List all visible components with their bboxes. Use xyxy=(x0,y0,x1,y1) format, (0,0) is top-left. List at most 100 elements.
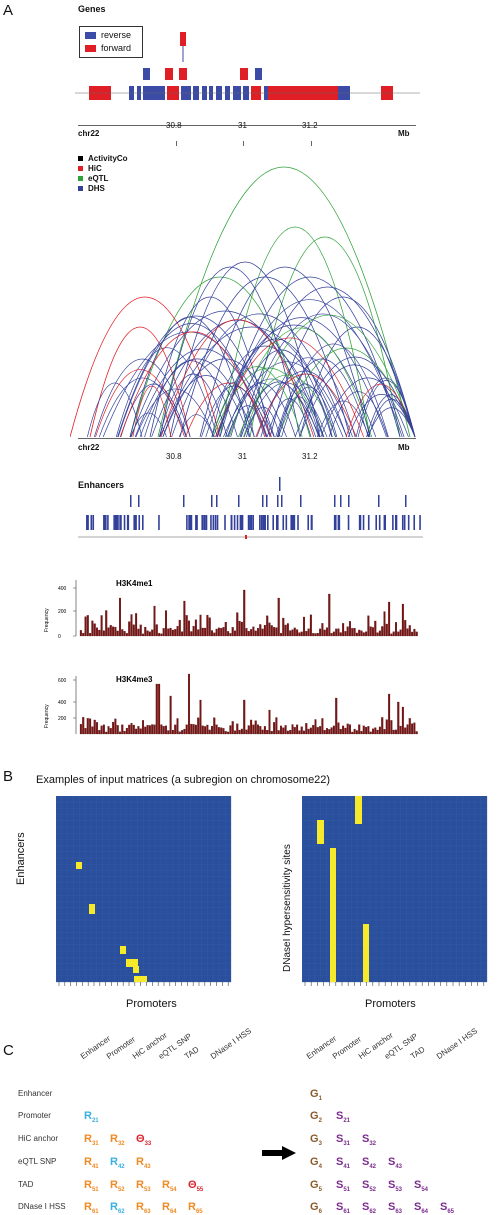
histogram-bar xyxy=(229,725,232,735)
enhancer-mark xyxy=(378,515,381,530)
histogram-bar xyxy=(254,720,257,735)
histogram-bar xyxy=(102,724,105,735)
histogram-bar xyxy=(280,633,283,637)
matrix-symbol: S63 xyxy=(388,1201,403,1215)
histogram-bar xyxy=(79,630,82,637)
matrix-hit xyxy=(317,820,324,844)
histogram-bar xyxy=(162,628,165,637)
interaction-arc xyxy=(227,405,267,438)
enhancer-mark xyxy=(120,515,122,530)
forward-swatch xyxy=(85,45,96,53)
histogram-bar xyxy=(383,729,386,735)
interaction-arc xyxy=(255,373,357,438)
histogram-bar xyxy=(273,722,276,735)
histogram-bar xyxy=(289,630,292,637)
reverse-swatch xyxy=(85,32,96,40)
interaction-arc xyxy=(205,345,325,438)
enhancer-mark xyxy=(241,515,244,530)
histogram-bar xyxy=(284,624,287,637)
enhancer-mark xyxy=(212,515,215,530)
histogram-bar xyxy=(296,629,299,637)
h3k4me3-histogram: H3K4me3 Frequency 200 400 600 xyxy=(44,673,418,735)
histogram-bar xyxy=(312,633,315,637)
enhancer-mark xyxy=(195,515,197,530)
legend-dhs: DHS xyxy=(78,184,128,194)
histogram-bar xyxy=(146,724,149,735)
histogram-bar xyxy=(105,731,108,735)
histogram-bar xyxy=(197,717,200,735)
histogram-bar xyxy=(190,631,193,637)
histogram-bar xyxy=(328,729,331,735)
histogram-bar xyxy=(374,620,377,637)
arc-axis-tick: 31.2 xyxy=(302,452,318,461)
histogram-bar xyxy=(261,729,264,735)
interaction-arc xyxy=(217,299,403,438)
histogram-bar xyxy=(273,627,276,637)
interaction-arc xyxy=(151,319,324,438)
histogram-ytick: 400 xyxy=(58,586,67,592)
histogram-bar xyxy=(305,723,308,735)
enhancer-mark xyxy=(113,515,115,530)
gene-blocks xyxy=(89,32,393,100)
histogram-bar xyxy=(337,628,340,637)
histogram-bar xyxy=(158,633,161,637)
enhancer-mark xyxy=(240,515,242,530)
enhancer-mark xyxy=(293,515,296,530)
histogram-bar xyxy=(408,625,411,637)
legend-reverse: reverse xyxy=(85,30,131,40)
interaction-arc xyxy=(277,383,333,438)
histogram-bar xyxy=(385,623,388,637)
interaction-arc xyxy=(278,343,389,438)
enhancer-mark xyxy=(260,515,263,530)
arrow-icon xyxy=(262,1146,296,1160)
histogram-bar xyxy=(213,632,216,637)
enhancer-mark xyxy=(407,515,410,530)
enhancer-mark xyxy=(405,495,407,507)
enhancer-mark xyxy=(138,515,141,530)
interaction-arc xyxy=(162,358,287,438)
gene-block xyxy=(240,68,248,80)
enhancer-mark xyxy=(188,515,190,530)
enhancer-mark xyxy=(107,515,109,530)
histogram-bar xyxy=(408,718,411,735)
histogram-bar xyxy=(121,629,124,637)
enhancer-mark xyxy=(141,515,144,530)
histogram-bar xyxy=(128,621,131,637)
interaction-arc xyxy=(158,373,228,438)
histogram-bar xyxy=(217,627,220,637)
histogram-bar xyxy=(148,725,151,735)
matrix-hit xyxy=(120,946,126,954)
histogram-bar xyxy=(240,728,243,735)
interaction-arc xyxy=(86,382,143,438)
histogram-bar xyxy=(100,725,103,735)
histogram-bar xyxy=(268,622,271,637)
interaction-arc xyxy=(355,377,416,438)
matrix-symbol: S53 xyxy=(388,1179,403,1194)
matrix-hit xyxy=(330,860,336,982)
interaction-arc xyxy=(328,391,388,438)
row-label: TAD xyxy=(18,1180,34,1189)
histogram-bar xyxy=(190,723,193,735)
histogram-bar xyxy=(95,627,98,637)
histogram-bar xyxy=(282,727,285,735)
enhancer-mark xyxy=(333,515,336,530)
histogram-bar xyxy=(84,728,87,735)
matrix-symbol: G2 xyxy=(310,1110,322,1125)
histogram-bar xyxy=(397,701,400,735)
top-axis-chrom: chr22 xyxy=(78,129,100,138)
histogram-bar xyxy=(243,589,246,637)
enhancer-mark xyxy=(158,515,160,530)
top-axis-tick-mark xyxy=(243,141,244,146)
histogram-bar xyxy=(349,621,352,637)
enhancer-mark xyxy=(362,515,365,530)
matrix-symbol: S52 xyxy=(362,1179,377,1194)
enhancer-mark xyxy=(259,515,261,530)
interaction-arc xyxy=(135,388,215,438)
histogram-bar xyxy=(415,631,418,637)
matrix-symbol: G3 xyxy=(310,1133,322,1148)
histogram-bar xyxy=(208,729,211,735)
enhancer-mark xyxy=(262,515,265,530)
histogram-bar xyxy=(188,673,191,735)
enhancer-mark xyxy=(276,515,279,530)
matrix-symbol: S42 xyxy=(362,1156,377,1171)
